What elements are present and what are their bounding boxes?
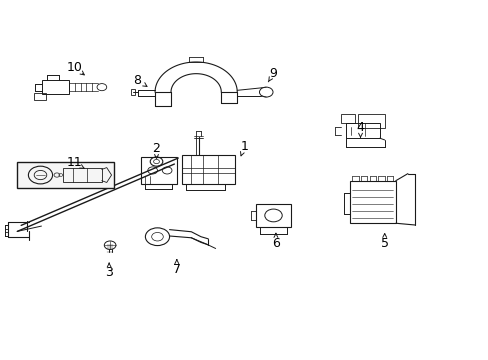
Text: 7: 7 [172, 263, 181, 276]
Bar [131, 89, 135, 95]
Bar [63, 168, 102, 183]
Text: 8: 8 [133, 73, 141, 86]
Bar [341, 114, 354, 123]
Bar [34, 93, 46, 100]
Bar [256, 204, 290, 227]
Text: 9: 9 [269, 67, 277, 80]
Text: 3: 3 [105, 266, 113, 279]
Text: 5: 5 [380, 237, 388, 250]
Bar [17, 162, 114, 188]
Bar [349, 181, 395, 223]
Text: 10: 10 [66, 61, 82, 74]
Bar [346, 123, 379, 138]
Bar [42, 80, 69, 94]
Text: 2: 2 [152, 141, 160, 154]
Text: 4: 4 [356, 121, 364, 134]
Bar [181, 155, 234, 184]
Text: 6: 6 [271, 237, 279, 249]
Text: 1: 1 [240, 140, 248, 153]
Bar [140, 157, 177, 184]
Bar [357, 114, 384, 127]
Text: 11: 11 [66, 157, 82, 170]
